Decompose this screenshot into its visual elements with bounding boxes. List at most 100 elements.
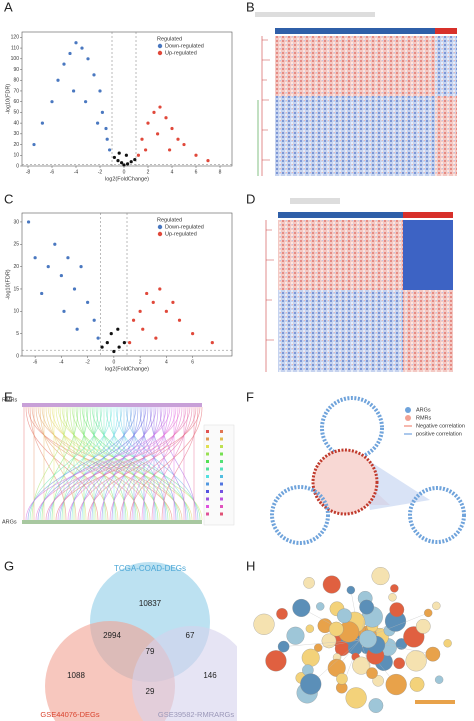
node	[390, 584, 399, 593]
point	[144, 148, 148, 152]
point	[84, 100, 88, 104]
point	[40, 121, 45, 125]
sankey-legend-swatch	[220, 482, 223, 486]
point	[68, 51, 72, 56]
point	[158, 287, 162, 291]
y-tick-label: 100	[11, 56, 20, 62]
panel-label: E	[4, 389, 13, 404]
sankey-link	[49, 406, 123, 521]
sankey-link	[71, 406, 109, 521]
y-tick-label: 5	[16, 331, 19, 337]
point	[170, 126, 174, 131]
edge	[310, 639, 361, 685]
point	[56, 78, 60, 82]
point	[116, 327, 120, 331]
point	[210, 340, 214, 345]
node	[322, 575, 341, 594]
x-axis-label: log2(FoldChange)	[105, 366, 149, 372]
legend-swatch	[405, 407, 411, 413]
point	[136, 153, 140, 157]
point	[176, 137, 180, 141]
y-tick-label: 60	[13, 99, 19, 105]
point	[156, 132, 160, 136]
sankey-link	[101, 406, 139, 521]
y-axis-label: -log10(FDR)	[5, 269, 11, 299]
node	[346, 585, 355, 595]
legend-label: Up-regulated	[165, 50, 197, 56]
sankey-legend-swatch	[206, 460, 209, 463]
venn	[45, 562, 237, 721]
point	[62, 62, 66, 66]
legend-label: Down-regulated	[165, 43, 204, 49]
legend-label: RMRs	[416, 415, 432, 421]
x-tick-label: 6	[195, 169, 198, 175]
point	[105, 340, 109, 345]
sankey-link	[149, 406, 187, 521]
y-tick-label: 0	[16, 163, 19, 169]
node	[303, 577, 315, 589]
sankey-link	[89, 406, 163, 521]
point	[59, 273, 63, 278]
node	[366, 667, 378, 679]
y-tick-label: 10	[13, 309, 19, 315]
point	[86, 57, 90, 61]
point	[158, 105, 162, 109]
venn-count: 1088	[67, 671, 85, 680]
node	[316, 602, 325, 611]
legend-label: Negative correlation	[416, 423, 465, 429]
panel-label: D	[246, 191, 255, 206]
node	[345, 687, 367, 709]
x-tick-label: 6	[191, 359, 194, 365]
node	[292, 599, 311, 617]
point	[53, 242, 57, 246]
point	[128, 340, 132, 345]
sankey-link	[109, 406, 183, 521]
point	[112, 349, 116, 354]
node	[336, 673, 348, 685]
sankey-legend-swatch	[220, 490, 223, 493]
node	[368, 698, 384, 713]
sankey-legend-swatch	[220, 437, 223, 441]
point	[129, 160, 133, 164]
point	[131, 318, 136, 322]
point	[40, 291, 44, 296]
sankey-legend-swatch	[206, 430, 209, 433]
node	[328, 621, 344, 637]
sankey-legend-swatch	[220, 452, 223, 456]
node	[434, 675, 444, 684]
sankey-legend-swatch	[206, 437, 209, 441]
venn-count: 10837	[139, 599, 162, 608]
x-tick-label: 2	[139, 359, 142, 365]
point	[117, 345, 121, 349]
point	[32, 142, 36, 147]
point	[191, 332, 195, 336]
sankey-legend-swatch	[206, 445, 209, 448]
y-tick-label: 0	[16, 353, 19, 359]
panel-label: B	[246, 0, 255, 14]
venn-count: 67	[186, 631, 195, 640]
point	[154, 336, 158, 340]
x-tick-label: 4	[165, 359, 168, 365]
point	[145, 291, 149, 296]
panel-label: F	[246, 389, 254, 404]
x-tick-label: 0	[123, 169, 126, 175]
sankey-link	[37, 406, 147, 521]
node	[409, 677, 425, 692]
sankey-link	[99, 406, 173, 521]
network-f	[270, 396, 466, 545]
sankey-link	[57, 406, 167, 521]
venn-count: 29	[146, 687, 155, 696]
set-label: TCGA-COAD-DEGs	[114, 564, 186, 573]
point	[126, 162, 130, 166]
sankey-link	[91, 406, 129, 521]
point	[138, 309, 142, 313]
sankey-link	[87, 406, 197, 521]
panel-label: H	[246, 558, 255, 573]
point	[120, 161, 124, 165]
legend-label: ARGs	[416, 407, 431, 413]
point	[80, 46, 84, 50]
point	[72, 89, 76, 93]
venn-count: 79	[146, 647, 155, 656]
point	[116, 159, 120, 163]
point	[105, 137, 109, 141]
